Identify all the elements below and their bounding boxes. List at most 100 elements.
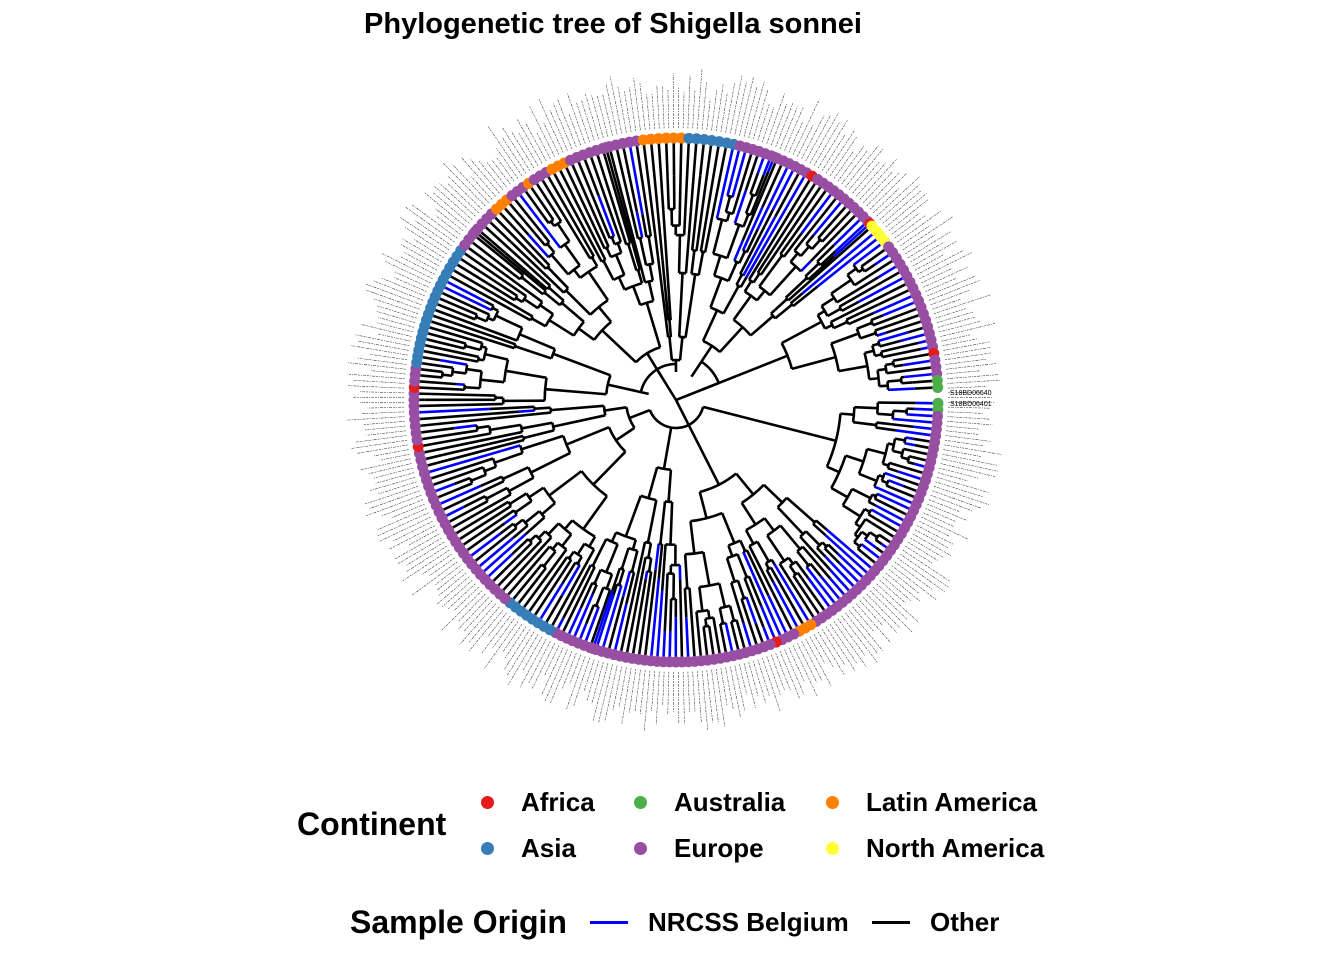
tip-label xyxy=(912,241,957,267)
tree-branch xyxy=(419,440,478,455)
tree-branch xyxy=(842,504,861,518)
tip-label xyxy=(797,124,814,157)
tip-label xyxy=(360,458,411,471)
tree-branch xyxy=(684,211,693,274)
tree-branch xyxy=(534,249,551,267)
tree-branch xyxy=(695,193,706,251)
tip-label xyxy=(935,308,966,319)
tip-label xyxy=(561,652,577,690)
tree-branch xyxy=(679,138,683,183)
tree-branch xyxy=(618,575,639,657)
tip-label xyxy=(711,90,718,131)
legend-line-nrcss-belgium xyxy=(590,921,628,924)
tip-label xyxy=(617,86,627,133)
tip-label xyxy=(734,665,746,711)
tree-branch xyxy=(449,266,514,306)
tip-label xyxy=(919,521,951,537)
tree-branch xyxy=(712,255,722,277)
tree-branch-arc xyxy=(854,508,866,525)
tree-branch xyxy=(718,623,725,641)
tip-label xyxy=(501,136,527,174)
tree-branch-arc xyxy=(589,255,595,260)
tree-branch-arc xyxy=(536,301,544,309)
legend-label-africa: Africa xyxy=(521,787,595,817)
tip-label xyxy=(947,416,990,420)
tree-branch xyxy=(764,562,770,570)
tip-label xyxy=(748,81,765,138)
tip-label xyxy=(391,503,425,519)
tip-label xyxy=(801,115,825,159)
tree-branch xyxy=(495,314,523,330)
tip-label-text: S18BD06640 xyxy=(950,390,992,397)
tree-branch xyxy=(528,486,545,499)
tree-branch xyxy=(666,185,671,210)
tree-branch xyxy=(674,399,690,426)
tree-branch xyxy=(493,438,525,450)
tip-label xyxy=(361,411,405,414)
tree-branch xyxy=(456,382,465,387)
tip-label xyxy=(519,638,547,688)
legend-item-australia: Australia xyxy=(634,787,785,818)
tip-label xyxy=(701,670,709,730)
tree-branch xyxy=(452,370,467,375)
tree-branch xyxy=(733,190,748,224)
tree-branch xyxy=(624,495,642,537)
tree-branch xyxy=(537,567,547,579)
tree-branch xyxy=(614,144,636,225)
tree-branch xyxy=(688,587,693,611)
tree-branch-arc xyxy=(825,413,842,468)
tree-branch xyxy=(766,534,786,562)
tip-label xyxy=(357,444,408,454)
tree-branch xyxy=(709,277,723,308)
tree-branch xyxy=(702,405,837,442)
tree-branch xyxy=(587,271,609,301)
tip-label xyxy=(720,92,728,132)
tip-label xyxy=(453,587,479,612)
tree-branch xyxy=(571,593,594,642)
tree-branch xyxy=(448,326,515,350)
tree-branch xyxy=(503,513,518,525)
tip-label xyxy=(468,609,504,652)
tip-label xyxy=(947,379,1001,384)
tip-label xyxy=(837,145,865,182)
tree-branch xyxy=(735,472,755,496)
tree-branch xyxy=(823,547,841,564)
tip-label xyxy=(729,666,741,718)
tree-branch xyxy=(428,312,481,334)
tree-branch xyxy=(684,138,691,212)
tree-branch xyxy=(770,298,788,315)
tree-branch xyxy=(836,552,867,582)
tree-branch xyxy=(542,595,563,627)
tip-label xyxy=(748,662,759,697)
tree-branch-arc xyxy=(629,570,635,574)
tree-branch-arc xyxy=(500,476,506,482)
tip-label xyxy=(528,641,551,683)
tree-branch-arc xyxy=(679,335,686,339)
tree-branch xyxy=(735,619,742,632)
tree-branch xyxy=(509,240,565,294)
tree-branch xyxy=(718,607,725,624)
tree-branch xyxy=(418,348,472,362)
tree-branch-arc xyxy=(601,258,606,263)
tree-branch xyxy=(703,200,717,253)
tree-branch xyxy=(744,194,755,214)
tip-label xyxy=(944,444,1002,455)
tree-branch-arc xyxy=(625,407,636,429)
tip-label xyxy=(435,208,464,231)
tip-label xyxy=(557,99,577,148)
tree-branch xyxy=(538,175,584,247)
tip-label xyxy=(464,600,493,632)
tree-branch xyxy=(905,436,914,441)
tip-label xyxy=(900,224,931,247)
tip-label xyxy=(912,533,952,556)
tree-branch-arc xyxy=(891,410,895,420)
tree-branch-arc xyxy=(525,492,533,502)
tree-branch xyxy=(735,274,743,286)
tree-branch xyxy=(638,237,648,266)
tree-branch xyxy=(575,157,591,190)
tip-label xyxy=(852,606,874,632)
tip-label xyxy=(351,439,408,449)
tree-branch xyxy=(816,244,835,263)
tree-branch-arc xyxy=(482,347,488,361)
tree-branch xyxy=(851,487,872,500)
